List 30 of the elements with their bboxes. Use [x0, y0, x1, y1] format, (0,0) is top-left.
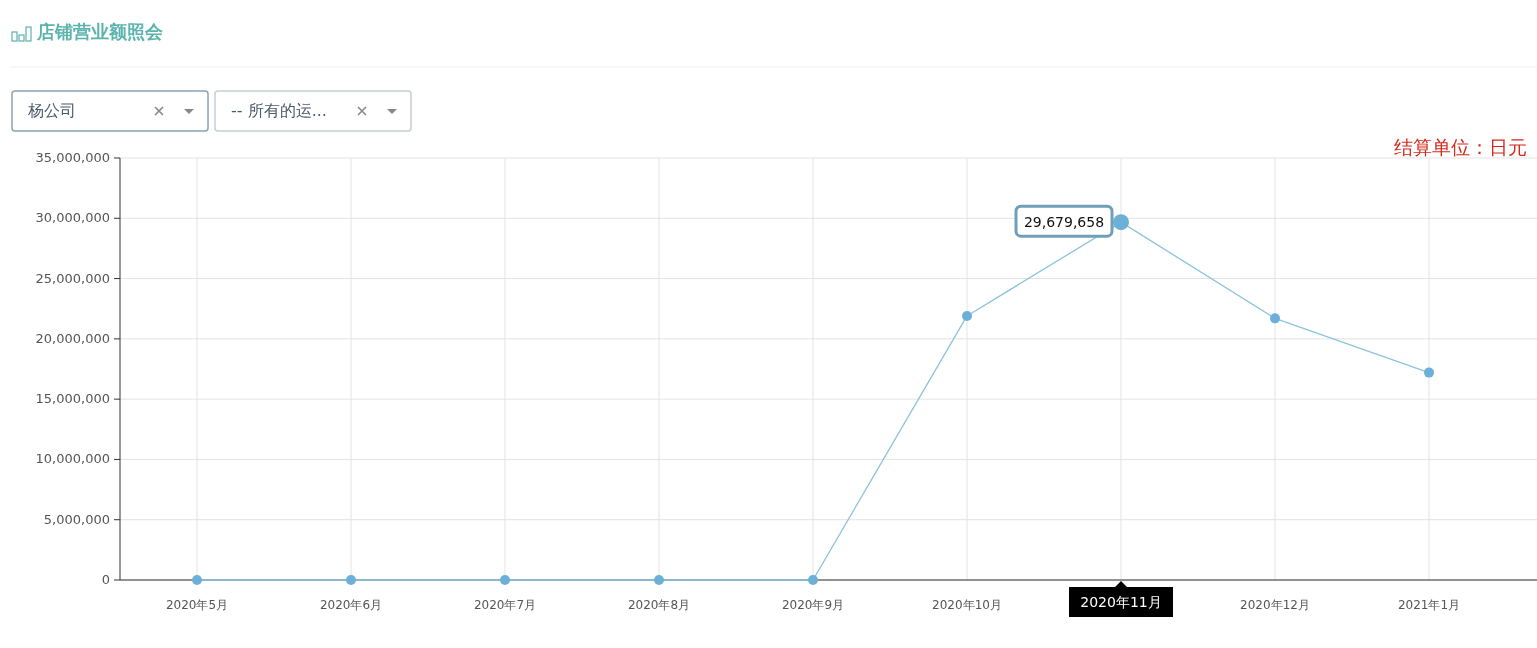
y-tick-label: 30,000,000: [35, 210, 110, 226]
y-tick-label: 25,000,000: [35, 270, 110, 286]
y-tick-label: 5,000,000: [43, 511, 110, 527]
x-tick-label: 2021年1月: [1397, 598, 1461, 612]
x-tick-label: 2020年10月: [932, 598, 1002, 612]
y-tick-label: 20,000,000: [35, 330, 110, 346]
point: [962, 310, 972, 321]
point: [654, 575, 664, 585]
y-tick-label: 0: [101, 572, 110, 587]
text: -- 所有的运...: [231, 101, 327, 120]
y-tick-label: 15,000,000: [35, 391, 110, 407]
chart-title: 店铺营业额照会: [36, 21, 164, 42]
point: [346, 575, 356, 585]
point: [500, 575, 510, 585]
text: 杨公司: [27, 101, 76, 120]
y-tick-label: 10,000,000: [35, 451, 110, 467]
data-label: 29,679,658: [1023, 214, 1105, 231]
x-tick-label: 2020年5月: [165, 598, 229, 612]
x-tick-label: 2020年12月: [1240, 598, 1310, 612]
point: [808, 575, 818, 585]
point: [1424, 367, 1434, 378]
x-tick-label: 2020年6月: [319, 598, 383, 612]
point: [192, 575, 202, 585]
x-tick-label: 2020年7月: [473, 598, 537, 612]
x-tick-label: 2020年11月: [1080, 594, 1162, 610]
x-tick-label: 2020年9月: [781, 598, 845, 612]
x-tick-label: 2020年8月: [627, 598, 691, 612]
y-tick-label: 35,000,000: [35, 150, 110, 165]
point: [1270, 313, 1280, 324]
text: 结算单位：日元: [1394, 136, 1527, 158]
